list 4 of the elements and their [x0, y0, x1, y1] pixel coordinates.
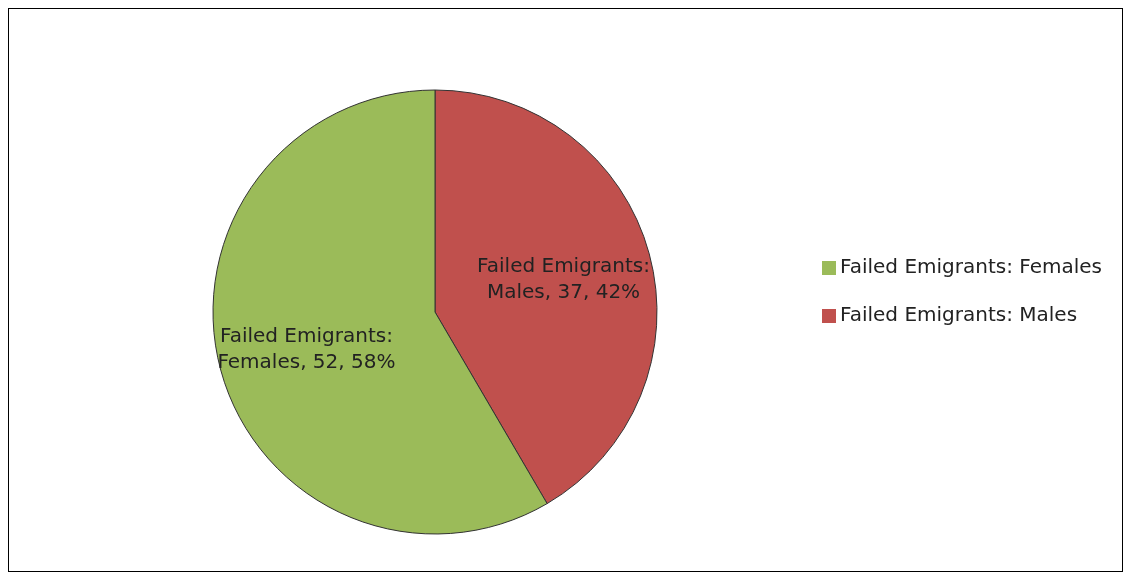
legend-label: Failed Emigrants: Males — [839, 302, 1078, 326]
data-label: Failed Emigrants: Females, 52, 58% — [217, 322, 396, 373]
data-label: Failed Emigrants: Males, 37, 42% — [477, 253, 651, 304]
legend-label: Failed Emigrants: Females — [839, 254, 1102, 278]
